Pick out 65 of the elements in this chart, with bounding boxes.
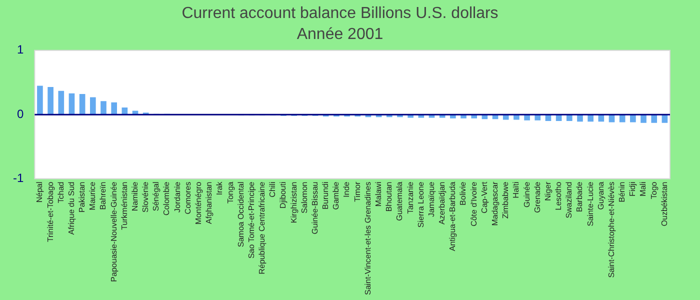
y-tick-label: 0 [16, 106, 24, 121]
x-tick-label: République Centrafricaine [258, 181, 267, 274]
x-tick-label: Namibie [130, 181, 140, 212]
x-tick-label: Haïti [512, 182, 521, 198]
x-tick-label: Saint-Christophe-et-Niévès [606, 182, 616, 278]
x-tick-label: Tchad [56, 182, 66, 204]
x-tick-label: Fidji [628, 182, 638, 196]
x-tick-label: Ouzbékistan [660, 182, 669, 226]
x-tick-label: Barbade [575, 181, 584, 212]
x-tick-label: Swaziland [564, 182, 574, 218]
x-tick-label: Lesotho [554, 181, 564, 210]
x-tick-label: Comores [183, 182, 192, 214]
x-tick-label: Timor [352, 181, 362, 202]
x-tick-label: Guinée-Bissau [310, 182, 320, 234]
x-tick-label: Sao Tomé-et-Principe [246, 181, 256, 259]
x-tick-label: Guatemala [395, 181, 404, 221]
x-tick-label: Gambie [332, 181, 341, 210]
x-tick-label: Niger [543, 181, 552, 201]
x-tick-label: Bhoutan [384, 182, 394, 212]
x-tick-label: Djibouti [278, 182, 288, 208]
x-tick-label: Afghanistan [204, 182, 214, 224]
x-tick-label: Cap-Vert [480, 180, 489, 214]
x-tick-label: Irak [215, 180, 224, 196]
x-tick-label: Kirghizistan [289, 182, 298, 224]
x-tick-label: Madagascar [490, 181, 500, 226]
x-tick-label: Slovénie [141, 181, 150, 212]
x-tick-label: Malawi [374, 182, 384, 207]
x-tick-label: Papouasie-Nouvelle-Guinée [109, 181, 118, 282]
chart-subtitle: Année 2001 [296, 26, 384, 44]
x-tick-label: Colombie [162, 181, 172, 216]
x-tick-label: Afrique du Sud [66, 182, 76, 235]
x-tick-label: Mali [638, 182, 648, 196]
x-tick-label: Guyana [596, 181, 606, 210]
y-tick-label: -1 [13, 171, 24, 186]
x-tick-label: Trinité-et-Tobago [46, 181, 55, 242]
x-tick-label: Antigua-et-Barbuda [448, 181, 458, 252]
chart-title: Current account balance Billions U.S. dollars [182, 5, 498, 22]
x-tick-label: Salomon [300, 182, 309, 214]
x-tick-label: Népal [35, 182, 44, 203]
x-tick-label: Grenade [532, 181, 542, 213]
x-tick-label: Côte d'Ivoire [469, 181, 478, 226]
x-tick-label: Bénin [618, 182, 627, 202]
x-tick-label: Maurice [88, 181, 98, 210]
x-tick-label: Sierra Leone [416, 181, 426, 228]
x-tick-label: Jordanie [172, 181, 182, 212]
x-tick-label: Guinée [522, 181, 532, 208]
x-tick-label: Sainte-Lucie [586, 181, 595, 226]
x-tick-label: Togo [649, 181, 658, 200]
x-tick-label: Burundi [321, 182, 330, 210]
x-tick-label: Pakistan [78, 182, 87, 212]
x-tick-label: Bahreïn [98, 182, 108, 210]
x-tick-label: Turkménistan [120, 182, 129, 230]
x-tick-label: Monténégro [194, 181, 203, 224]
x-tick-label: Jamaïque [426, 181, 436, 217]
x-tick-label: Tonga [226, 181, 235, 204]
x-tick-label: Azerbaïdjan [438, 182, 447, 224]
x-tick-label: Saint-Vincent-et-les Grenadines [363, 182, 372, 296]
x-tick-label: Chili [268, 182, 278, 198]
x-tick-label: Zimbabwe [501, 181, 510, 219]
x-tick-label: Samoa Occidental [236, 182, 246, 248]
x-tick-label: Inde [342, 181, 352, 198]
x-tick-label: Sénégal [152, 182, 161, 212]
y-tick-label: 1 [16, 42, 24, 57]
x-tick-label: Tanzanie [406, 181, 415, 214]
x-tick-label: Bolivie [458, 181, 468, 206]
